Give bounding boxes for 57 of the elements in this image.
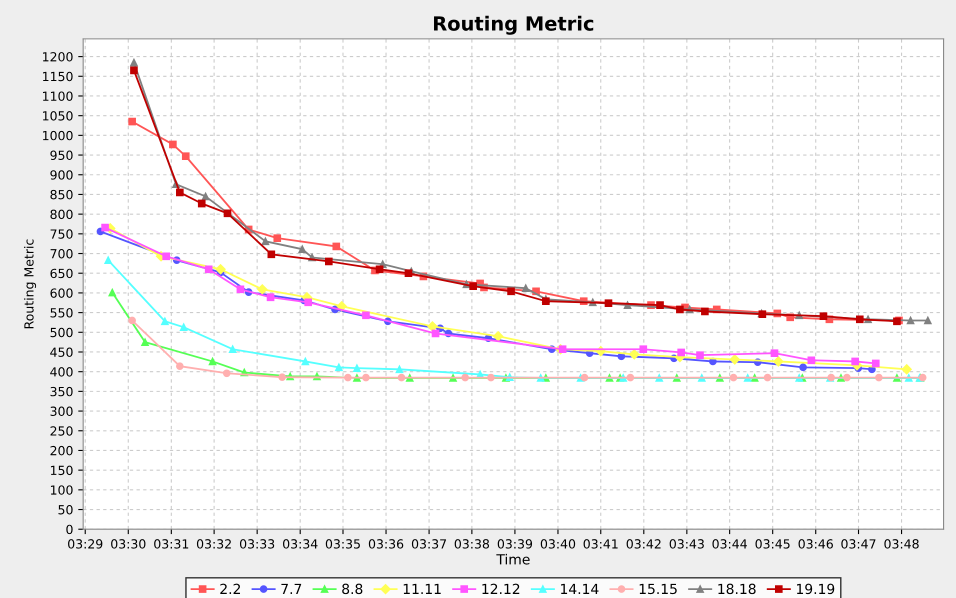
y-tick-label: 1100 <box>43 91 73 101</box>
y-tick-label: 750 <box>50 229 73 239</box>
y-tick-label: 450 <box>50 347 73 357</box>
x-tick-label: 03:47 <box>841 539 876 549</box>
y-tick-label: 700 <box>50 248 73 258</box>
y-tick-label: 650 <box>50 268 73 278</box>
y-tick-label: 1150 <box>43 72 73 82</box>
y-tick-label: 150 <box>50 466 73 476</box>
x-tick-label: 03:38 <box>454 539 490 549</box>
x-tick-label: 03:36 <box>368 539 404 549</box>
y-tick-label: 1200 <box>43 52 73 62</box>
x-tick-label: 03:35 <box>326 539 360 549</box>
legend-label: 8.8 <box>342 584 362 594</box>
y-tick-label: 800 <box>50 210 73 220</box>
y-tick-label: 950 <box>50 150 73 160</box>
x-axis-title: Time <box>496 554 530 565</box>
y-tick-label: 0 <box>66 524 73 534</box>
y-tick-label: 1050 <box>43 111 73 121</box>
x-tick-label: 03:39 <box>498 539 532 549</box>
legend-label: 12.12 <box>482 584 520 594</box>
legend-label: 7.7 <box>281 584 302 594</box>
legend-label: 14.14 <box>561 584 598 594</box>
x-tick-label: 03:33 <box>240 539 274 549</box>
x-tick-label: 03:37 <box>412 539 446 549</box>
y-tick-label: 850 <box>50 190 73 200</box>
y-tick-label: 500 <box>50 328 73 338</box>
y-tick-label: 900 <box>50 170 73 180</box>
y-tick-label: 250 <box>50 426 73 436</box>
x-tick-label: 03:43 <box>670 539 704 549</box>
x-tick-label: 03:42 <box>626 539 661 549</box>
x-tick-label: 03:29 <box>68 539 102 549</box>
x-tick-label: 03:45 <box>755 539 790 549</box>
x-tick-label: 03:46 <box>798 539 833 549</box>
y-tick-label: 600 <box>50 288 73 298</box>
legend-label: 19.19 <box>796 584 834 594</box>
legend-label: 2.2 <box>220 584 240 594</box>
x-tick-label: 03:31 <box>154 539 188 549</box>
y-tick-label: 200 <box>50 446 73 456</box>
y-axis-title: Routing Metric <box>24 239 36 328</box>
legend-label: 18.18 <box>718 584 756 594</box>
x-tick-label: 03:41 <box>584 539 618 549</box>
legend-label: 15.15 <box>640 584 677 594</box>
x-tick-label: 03:44 <box>712 539 747 549</box>
y-tick-label: 350 <box>50 386 73 396</box>
y-tick-label: 50 <box>58 505 73 514</box>
y-tick-label: 300 <box>50 406 73 416</box>
y-tick-label: 400 <box>50 367 73 377</box>
y-tick-label: 1000 <box>43 130 73 140</box>
legend-label: 11.11 <box>404 584 441 594</box>
x-tick-label: 03:34 <box>283 539 318 549</box>
y-tick-label: 550 <box>50 308 73 318</box>
x-tick-label: 03:48 <box>884 539 919 549</box>
x-tick-label: 03:32 <box>196 539 231 549</box>
x-tick-label: 03:30 <box>111 539 146 549</box>
x-tick-label: 03:40 <box>540 539 576 549</box>
y-tick-label: 100 <box>50 485 73 495</box>
chart-title: Routing Metric <box>434 16 594 35</box>
